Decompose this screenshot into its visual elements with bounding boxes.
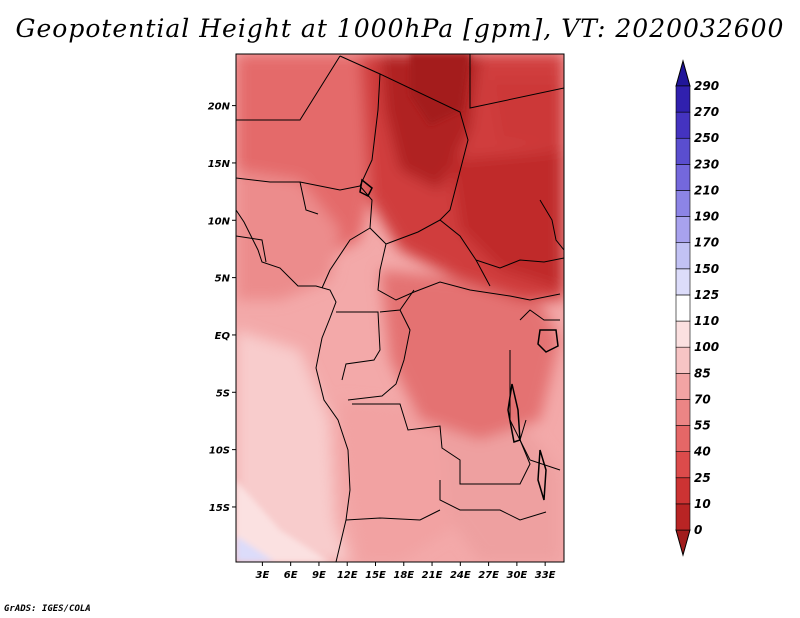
x-tick-label: 6E bbox=[284, 570, 298, 581]
colorbar-segment bbox=[675, 111, 691, 139]
heatmap-field-nile-band bbox=[490, 80, 564, 150]
heatmap-field-coast-band bbox=[236, 170, 340, 300]
boundary-nigeria-cameroon bbox=[321, 185, 373, 289]
heatmap-field-sw-corner-blue bbox=[236, 536, 275, 562]
colorbar-segment bbox=[675, 503, 691, 531]
colorbar-label: 25 bbox=[694, 471, 711, 485]
colorbar-label: 100 bbox=[694, 340, 719, 354]
boundary-egypt-sudan bbox=[469, 54, 564, 109]
colorbar-segment bbox=[675, 372, 691, 400]
colorbar: 0 10 25 40 55 70 85 100 110 125 150 170 190 210 230 250… bbox=[675, 59, 719, 557]
lakes bbox=[359, 178, 559, 501]
x-tick-label: 21E bbox=[422, 570, 443, 581]
x-tick-label: 12E bbox=[337, 570, 358, 581]
boundary-angola-zambia bbox=[439, 480, 547, 521]
boundary-niger-libya bbox=[339, 55, 381, 187]
x-tick-label: 33E bbox=[535, 570, 556, 581]
colorbar-segment bbox=[675, 477, 691, 505]
colorbar-label: 250 bbox=[694, 131, 719, 145]
country-boundaries bbox=[236, 54, 564, 562]
x-tick-label: 3E bbox=[255, 570, 269, 581]
lake-victoria bbox=[537, 329, 559, 353]
colorbar-label: 230 bbox=[694, 157, 719, 171]
heatmap-field-zambia bbox=[440, 420, 560, 562]
y-tick-label: 5N bbox=[215, 274, 231, 285]
lake-chad bbox=[359, 178, 373, 198]
colorbar-label: 110 bbox=[694, 314, 719, 328]
lake-tanganyika bbox=[507, 383, 521, 443]
heatmap-field-south-atlantic bbox=[236, 330, 350, 562]
heatmap-area bbox=[236, 54, 564, 562]
x-tick-label: 9E bbox=[312, 570, 326, 581]
boundary-guinea bbox=[236, 235, 267, 263]
colorbar-label: 270 bbox=[694, 105, 719, 119]
colorbar-label: 290 bbox=[694, 79, 719, 93]
colorbar-label: 170 bbox=[694, 236, 719, 250]
grads-credit: GrADS: IGES/COLA bbox=[4, 604, 91, 614]
colorbar-segment bbox=[675, 164, 691, 191]
colorbar-label: 70 bbox=[694, 392, 711, 406]
heatmap-field-sahara-core bbox=[410, 54, 470, 125]
colorbar-top-arrow bbox=[675, 59, 691, 87]
x-tick-label: 27E bbox=[478, 570, 499, 581]
colorbar-segment bbox=[675, 190, 691, 217]
boundary-chad-car bbox=[385, 219, 491, 287]
y-tick-label: 10N bbox=[208, 216, 231, 227]
colorbar-segment bbox=[675, 294, 691, 322]
boundary-niger-nigeria bbox=[299, 181, 319, 215]
boundary-congo-drc bbox=[347, 289, 415, 401]
heatmap-field-angola-plateau bbox=[340, 400, 460, 562]
y-tick-label: 15N bbox=[208, 159, 231, 170]
colorbar-segment bbox=[675, 346, 691, 374]
colorbar-segment bbox=[675, 85, 691, 113]
x-tick-label: 30E bbox=[506, 570, 527, 581]
boundary-mauritania-mali bbox=[236, 55, 341, 121]
boundary-cameroon-car bbox=[369, 227, 561, 301]
colorbar-segment bbox=[675, 399, 691, 426]
colorbar-label: 10 bbox=[694, 497, 711, 511]
chart-title: Geopotential Height at 1000hPa [gpm], VT… bbox=[15, 14, 785, 43]
map-axes: 3E 6E 9E 12E 15E 18E 21E 24E 27E 30E 33E 20N 15N 10N 5… bbox=[208, 102, 556, 581]
colorbar-label: 150 bbox=[694, 262, 719, 276]
colorbar-label: 190 bbox=[694, 210, 719, 224]
colorbar-segment bbox=[675, 320, 691, 348]
lake-malawi bbox=[537, 449, 547, 501]
colorbar-segment bbox=[675, 451, 691, 479]
colorbar-segment bbox=[675, 137, 691, 165]
colorbar-label: 40 bbox=[693, 445, 711, 459]
x-tick-label: 15E bbox=[365, 570, 386, 581]
coastline-west-africa bbox=[236, 209, 351, 562]
colorbar-label: 125 bbox=[694, 288, 719, 302]
boundary-gabon-congo bbox=[336, 311, 381, 381]
y-tick-label: EQ bbox=[215, 331, 231, 342]
boundary-drc-angola bbox=[352, 403, 531, 485]
colorbar-label: 210 bbox=[694, 183, 719, 197]
colorbar-segment bbox=[675, 268, 691, 296]
y-tick-label: 15S bbox=[209, 503, 230, 514]
colorbar-label: 85 bbox=[694, 366, 711, 380]
boundary-angola-namibia bbox=[345, 509, 441, 521]
colorbar-segment bbox=[675, 216, 691, 244]
boundary-sudan-south-sudan bbox=[475, 257, 564, 269]
heatmap-field-sudan-low bbox=[450, 150, 564, 290]
x-tick-label: 18E bbox=[393, 570, 414, 581]
colorbar-label: 0 bbox=[694, 523, 702, 537]
boundary-ethiopia bbox=[539, 199, 564, 251]
boundary-libya-chad bbox=[379, 73, 469, 221]
colorbar-label: 55 bbox=[694, 419, 711, 433]
y-tick-label: 5S bbox=[216, 388, 230, 399]
x-tick-label: 24E bbox=[450, 570, 471, 581]
heatmap-field-sw-low-contour bbox=[236, 480, 330, 562]
colorbar-segment bbox=[675, 242, 691, 270]
colorbar-bottom-arrow bbox=[675, 529, 691, 557]
y-tick-label: 20N bbox=[208, 102, 231, 113]
colorbar-segment bbox=[675, 425, 691, 452]
map-frame bbox=[235, 53, 565, 563]
y-tick-label: 10S bbox=[209, 446, 230, 457]
